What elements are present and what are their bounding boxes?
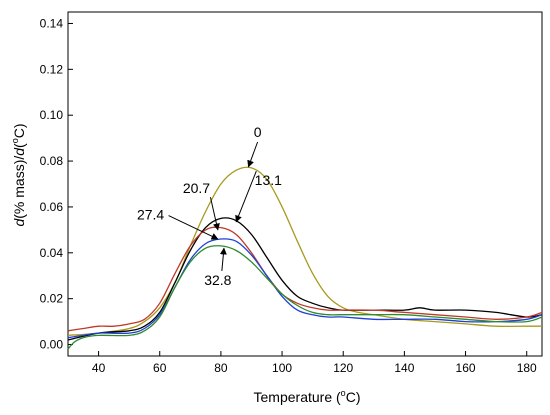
x-tick-label-40: 40: [92, 361, 106, 375]
annotation-arrow-3: [209, 197, 220, 231]
series-line-1: [67, 166, 542, 337]
annotation-label-2: 13.1: [255, 172, 282, 188]
y-axis-unit: C: [11, 128, 27, 138]
y-axis-d2: d: [11, 147, 27, 156]
y-axis-label: (% mass)/: [11, 156, 27, 219]
y-axis-title: d(% mass)/d(oC): [10, 123, 27, 226]
y-tick-label-0.06: 0.06: [40, 200, 64, 214]
annotation-arrow-4: [168, 215, 219, 240]
y-tick-label-0.08: 0.08: [40, 154, 64, 168]
y-degree-mark: o: [10, 138, 20, 143]
y-tick-label-0.10: 0.10: [40, 108, 64, 122]
y-tick-label-0.00: 0.00: [40, 338, 64, 352]
y-axis-d: d: [11, 218, 27, 227]
y-tick-label-0.14: 0.14: [40, 16, 64, 30]
annotation-label-3: 20.7: [183, 180, 210, 196]
annotation-label-1: 0: [254, 124, 262, 140]
x-tick-label-140: 140: [394, 361, 414, 375]
y-tick-label-0.04: 0.04: [40, 246, 64, 260]
annotation-arrow-1: [247, 141, 259, 168]
x-axis-label: Temperature: [254, 389, 333, 405]
x-tick-label-180: 180: [517, 361, 537, 375]
series-line-3: [67, 226, 543, 332]
series-line-5: [67, 245, 543, 350]
y-tick-label-0.02: 0.02: [40, 292, 64, 306]
x-axis-unit: C: [346, 389, 356, 405]
annotation-arrow-5: [219, 247, 227, 271]
x-tick-label-160: 160: [456, 361, 476, 375]
series-line-4: [67, 238, 543, 339]
x-tick-label-120: 120: [333, 361, 353, 375]
x-degree-mark: o: [341, 388, 346, 398]
plot-frame: [67, 11, 543, 357]
x-axis-title: Temperature (oC): [254, 388, 361, 405]
x-tick-label-100: 100: [272, 361, 292, 375]
x-tick-label-60: 60: [153, 361, 167, 375]
x-tick-label-80: 80: [214, 361, 228, 375]
annotation-label-4: 27.4: [137, 207, 164, 223]
y-tick-label-0.12: 0.12: [40, 62, 64, 76]
annotation-arrow-2: [235, 170, 257, 223]
annotation-label-5: 32.8: [204, 272, 231, 288]
series-line-2: [67, 217, 543, 341]
